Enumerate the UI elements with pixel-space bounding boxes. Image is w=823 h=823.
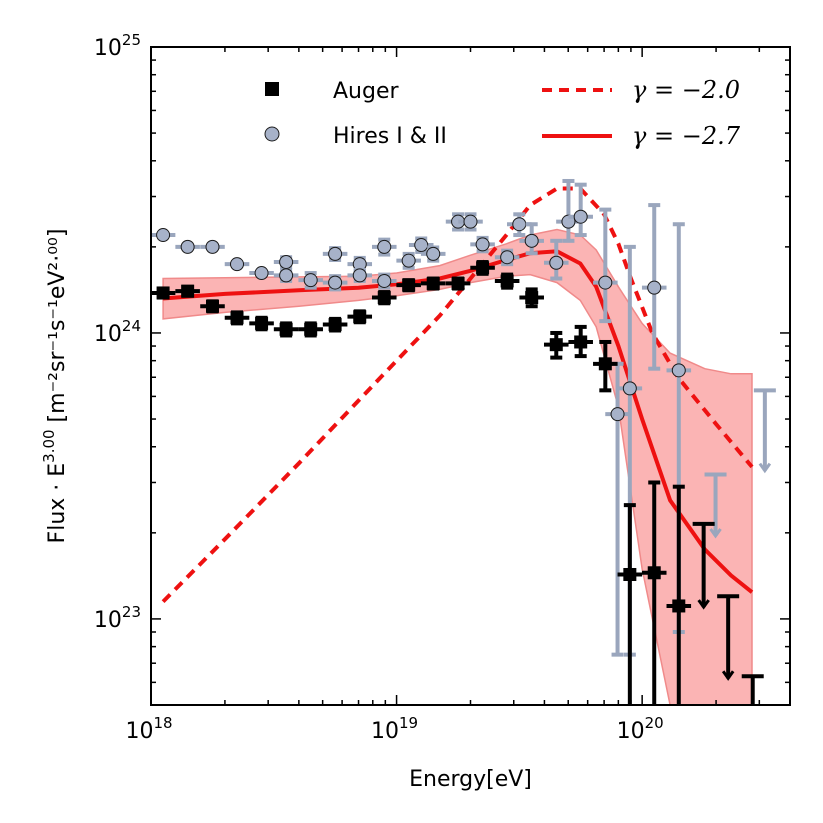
hires-point-13 xyxy=(377,273,392,288)
legend: Auger Hires I & II γ = −2.0 γ = −2.7 xyxy=(264,76,741,150)
auger-point-11 xyxy=(426,276,440,290)
hires-point-6 xyxy=(279,255,294,270)
model-lines-layer xyxy=(161,186,754,604)
model-uncertainty-band xyxy=(162,228,753,706)
auger-point-15 xyxy=(525,291,539,305)
hires-point-19 xyxy=(475,237,490,252)
y-tick-label-0-base: 10 xyxy=(94,608,122,633)
auger-point-0 xyxy=(156,286,170,300)
y-tick-label-1: 1024 xyxy=(94,317,141,347)
legend-hires-marker xyxy=(264,126,280,142)
auger-upper-limit-1-arrow xyxy=(721,670,735,681)
hires-point-27 xyxy=(610,407,625,422)
y-axis-label-main: Flux · E xyxy=(45,463,70,544)
x-tick-label-2-exponent: 20 xyxy=(645,714,664,732)
hires-point-14 xyxy=(401,253,416,268)
auger-point-5 xyxy=(279,322,293,336)
legend-gamma-2.0-label: γ = −2.0 xyxy=(632,76,740,104)
auger-point-13 xyxy=(476,261,490,275)
auger-point-21 xyxy=(672,599,686,613)
hires-point-7 xyxy=(303,273,318,288)
x-tick-label-2: 1020 xyxy=(617,714,664,744)
x-axis-label: Energy[eV] xyxy=(409,767,532,792)
hires-point-21 xyxy=(512,217,527,232)
legend-hires-label: Hires I & II xyxy=(333,124,447,149)
hires-point-4 xyxy=(254,266,269,281)
auger-point-1 xyxy=(181,284,195,298)
y-axis-label: Flux · E3.00 [m⁻²sr⁻¹s⁻¹eV²·⁰⁰] xyxy=(40,229,70,544)
hires-point-20 xyxy=(500,250,515,265)
hires-point-3 xyxy=(230,257,245,272)
hires-point-29 xyxy=(647,280,662,295)
y-tick-label-2-exponent: 25 xyxy=(122,31,141,49)
hires-point-1 xyxy=(180,239,195,254)
x-tick-label-2-base: 10 xyxy=(617,719,645,744)
hires-upper-limit-1-arrow xyxy=(758,462,772,474)
hires-point-2 xyxy=(205,239,220,254)
legend-auger-marker xyxy=(265,82,279,96)
auger-point-20 xyxy=(647,566,661,580)
auger-point-8 xyxy=(353,310,367,324)
x-tick-label-1-base: 10 xyxy=(371,719,399,744)
y-tick-label-2: 1025 xyxy=(94,31,141,61)
legend-gamma-2.7-label: γ = −2.7 xyxy=(632,122,741,150)
gamma-2.0-dashed-line xyxy=(161,186,754,604)
hires-point-26 xyxy=(598,275,613,290)
auger-point-17 xyxy=(574,335,588,349)
y-tick-label-1-exponent: 24 xyxy=(122,317,141,335)
y-tick-label-1-base: 10 xyxy=(94,322,122,347)
hires-point-9 xyxy=(328,275,343,290)
hires-point-30 xyxy=(671,363,686,378)
hires-point-12 xyxy=(377,239,392,254)
hires-point-16 xyxy=(426,246,441,261)
auger-points-layer xyxy=(150,260,764,705)
hires-point-11 xyxy=(352,268,367,283)
x-tick-label-1-exponent: 19 xyxy=(399,714,418,732)
x-tick-label-0-exponent: 18 xyxy=(153,714,172,732)
hires-point-15 xyxy=(414,238,429,253)
hires-point-5 xyxy=(279,268,294,283)
auger-point-9 xyxy=(377,291,391,305)
auger-point-16 xyxy=(549,338,563,352)
auger-point-12 xyxy=(451,276,465,290)
hires-point-18 xyxy=(463,214,478,229)
model-band-layer xyxy=(162,228,753,706)
y-tick-label-2-base: 10 xyxy=(94,36,122,61)
y-axis-label-units: [m⁻²sr⁻¹s⁻¹eV²·⁰⁰] xyxy=(45,229,70,430)
y-tick-label-0-exponent: 23 xyxy=(122,603,141,621)
auger-point-2 xyxy=(205,299,219,313)
auger-point-18 xyxy=(598,357,612,371)
hires-point-22 xyxy=(524,233,539,248)
auger-upper-limit-0-arrow xyxy=(697,599,710,610)
y-tick-label-0: 1023 xyxy=(94,603,141,633)
hires-upper-limit-0-arrow xyxy=(709,528,722,539)
auger-point-7 xyxy=(328,318,342,332)
gamma-2.7-solid-line xyxy=(162,249,754,594)
legend-auger-label: Auger xyxy=(333,79,399,104)
auger-point-19 xyxy=(623,567,637,581)
hires-point-8 xyxy=(328,246,343,261)
x-tick-label-0: 1018 xyxy=(125,714,172,744)
x-tick-label-0-base: 10 xyxy=(125,719,153,744)
hires-point-0 xyxy=(156,228,171,243)
hires-point-28 xyxy=(622,381,637,396)
x-tick-label-1: 1019 xyxy=(371,714,418,744)
y-axis-label-exponent: 3.00 xyxy=(40,429,58,462)
auger-point-10 xyxy=(402,278,416,292)
auger-point-4 xyxy=(255,316,269,330)
hires-point-25 xyxy=(573,209,588,224)
auger-point-14 xyxy=(500,274,514,288)
auger-point-6 xyxy=(304,322,318,336)
hires-point-23 xyxy=(549,255,564,270)
auger-point-3 xyxy=(230,311,244,325)
